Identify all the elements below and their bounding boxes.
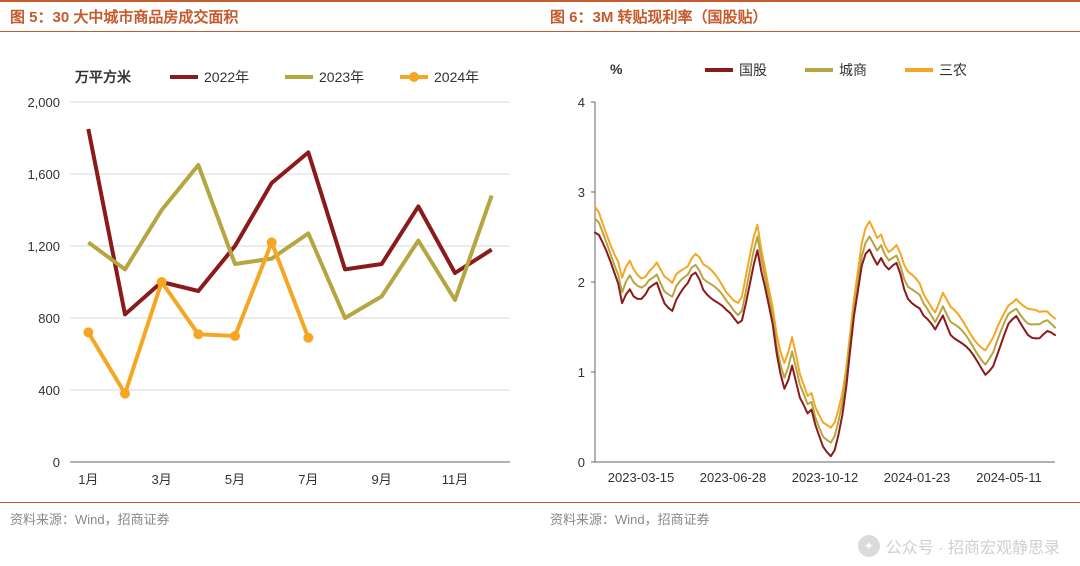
svg-text:2,000: 2,000 bbox=[27, 95, 60, 110]
svg-text:9月: 9月 bbox=[372, 472, 392, 487]
svg-text:1月: 1月 bbox=[78, 472, 98, 487]
svg-text:万平方米: 万平方米 bbox=[74, 69, 132, 85]
left-title: 图 5：30 大中城市商品房成交面积 bbox=[10, 6, 238, 27]
svg-text:5月: 5月 bbox=[225, 472, 245, 487]
svg-text:3: 3 bbox=[578, 185, 585, 200]
right-source: 资料来源：Wind，招商证券 bbox=[540, 502, 1080, 534]
svg-text:7月: 7月 bbox=[298, 472, 318, 487]
svg-text:%: % bbox=[610, 61, 623, 77]
svg-text:11月: 11月 bbox=[442, 472, 469, 487]
svg-text:2024-05-11: 2024-05-11 bbox=[976, 470, 1042, 485]
svg-text:0: 0 bbox=[53, 455, 60, 470]
right-chart: 0 1 2 3 4 2023-03-15 2023-06-28 2023-10-12 2024-… bbox=[540, 32, 1080, 502]
svg-text:2023-06-28: 2023-06-28 bbox=[700, 470, 767, 485]
right-panel: 图 6：3M 转贴现利率（国股贴） 0 1 2 3 4 2023-03-15 2023-06… bbox=[540, 0, 1080, 566]
svg-text:1,600: 1,600 bbox=[27, 167, 60, 182]
svg-text:2023年: 2023年 bbox=[319, 69, 364, 85]
wechat-icon: ✦ bbox=[858, 535, 880, 557]
svg-text:1,200: 1,200 bbox=[27, 239, 60, 254]
svg-text:400: 400 bbox=[38, 383, 60, 398]
svg-text:国股: 国股 bbox=[739, 62, 767, 78]
svg-text:2024-01-23: 2024-01-23 bbox=[884, 470, 951, 485]
svg-text:2023-10-12: 2023-10-12 bbox=[792, 470, 859, 485]
left-source: 资料来源：Wind，招商证券 bbox=[0, 502, 540, 534]
svg-text:3月: 3月 bbox=[152, 472, 172, 487]
left-title-bar: 图 5：30 大中城市商品房成交面积 bbox=[0, 0, 540, 32]
watermark-text: 公众号 · 招商宏观静思录 bbox=[886, 534, 1060, 558]
left-chart: 0 400 800 1,200 1,600 2,000 1月 3月 5月 7月 9月 11月 万平方米 2… bbox=[0, 32, 540, 502]
watermark: ✦ 公众号 · 招商宏观静思录 bbox=[858, 534, 1060, 558]
svg-text:三农: 三农 bbox=[939, 62, 967, 78]
left-panel: 图 5：30 大中城市商品房成交面积 0 400 800 1,200 1,600 2,00… bbox=[0, 0, 540, 566]
right-title: 图 6：3M 转贴现利率（国股贴） bbox=[550, 6, 768, 27]
svg-text:2024年: 2024年 bbox=[434, 69, 479, 85]
svg-text:2022年: 2022年 bbox=[204, 69, 249, 85]
svg-text:1: 1 bbox=[578, 365, 585, 380]
svg-text:4: 4 bbox=[578, 95, 585, 110]
svg-text:2: 2 bbox=[578, 275, 585, 290]
svg-text:2023-03-15: 2023-03-15 bbox=[608, 470, 675, 485]
svg-text:800: 800 bbox=[38, 311, 60, 326]
svg-text:0: 0 bbox=[578, 455, 585, 470]
svg-text:城商: 城商 bbox=[839, 62, 867, 78]
right-title-bar: 图 6：3M 转贴现利率（国股贴） bbox=[540, 0, 1080, 32]
